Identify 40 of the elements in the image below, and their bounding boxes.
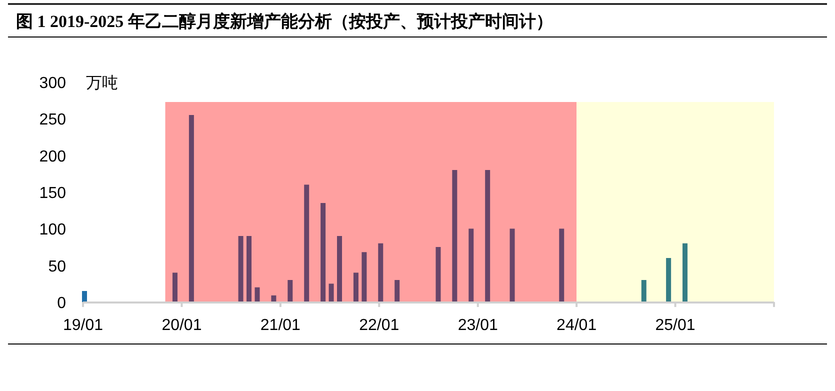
bar [304,184,310,302]
bar [328,284,334,302]
bar [271,295,276,302]
bar [468,228,474,302]
x-tick-label: 23/01 [458,317,498,334]
y-axis-title: 万吨 [86,74,118,92]
y-tick-label: 150 [39,185,66,202]
bar [378,243,384,302]
x-tick-label: 25/01 [655,317,696,334]
x-tick-label: 21/01 [260,317,301,334]
bar [320,203,326,302]
x-tick-label: 19/01 [62,317,104,334]
bar [452,170,458,302]
bar [559,228,564,302]
bar [337,236,342,302]
bar [436,247,441,302]
bar [246,236,252,302]
bar [485,170,490,302]
bar [254,287,260,302]
bar [666,258,672,302]
bar [238,236,244,302]
bar [641,280,646,302]
y-tick-label: 300 [39,75,66,92]
chart-title: 图 1 2019-2025 年乙二醇月度新增产能分析（按投产、预计投产时间计） [16,12,553,31]
y-tick-label: 200 [39,148,66,166]
x-tick-label: 22/01 [359,317,400,334]
bar [510,228,515,302]
x-tick-label: 20/01 [162,317,202,334]
bar [172,272,178,302]
bar [394,280,400,302]
x-tick-label: 24/01 [556,317,597,334]
bar [288,280,293,302]
y-tick-label: 100 [39,222,66,239]
bar [362,252,367,302]
bar [188,115,194,302]
bar [682,243,688,302]
y-tick-label: 0 [57,295,66,312]
y-tick-label: 50 [48,258,66,276]
y-tick-label: 250 [39,112,66,129]
bar [353,272,358,302]
